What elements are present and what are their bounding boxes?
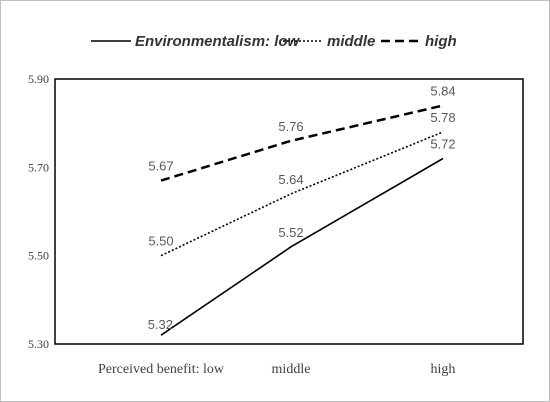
y-tick-label: 5.70	[28, 160, 49, 174]
data-label: 5.78	[430, 110, 455, 125]
x-tick-label: middle	[272, 362, 311, 377]
plot-border	[54, 78, 524, 345]
x-axis: Perceived benefit: low middle high	[98, 362, 455, 377]
data-label: 5.76	[278, 119, 303, 134]
legend-label-0: Environmentalism: low	[135, 33, 301, 50]
legend-label-2: high	[425, 33, 457, 50]
data-label: 5.67	[148, 159, 173, 174]
legend-label-1: middle	[327, 33, 375, 50]
y-tick-label: 5.50	[28, 249, 49, 263]
plot-area	[54, 78, 524, 345]
series-line-1	[160, 131, 444, 257]
series-line-0	[160, 157, 444, 336]
data-label: 5.52	[278, 225, 303, 240]
data-label: 5.72	[430, 137, 455, 152]
data-label: 5.64	[278, 172, 303, 187]
x-tick-label: high	[431, 362, 456, 377]
series-line-2	[160, 104, 444, 182]
y-tick-label: 5.30	[28, 337, 49, 351]
data-label: 5.84	[430, 84, 455, 99]
y-axis: 5.30 5.50 5.70 5.90	[28, 72, 49, 351]
series-lines	[160, 104, 444, 336]
data-label: 5.50	[148, 234, 173, 249]
y-tick-label: 5.90	[28, 72, 49, 86]
data-label: 5.32	[148, 317, 173, 332]
legend: Environmentalism: low middle high	[91, 33, 457, 50]
data-labels: 5.32 5.52 5.72 5.50 5.64 5.78 5.67 5.76 5.84	[148, 84, 456, 333]
x-tick-label: Perceived benefit: low	[98, 362, 225, 377]
